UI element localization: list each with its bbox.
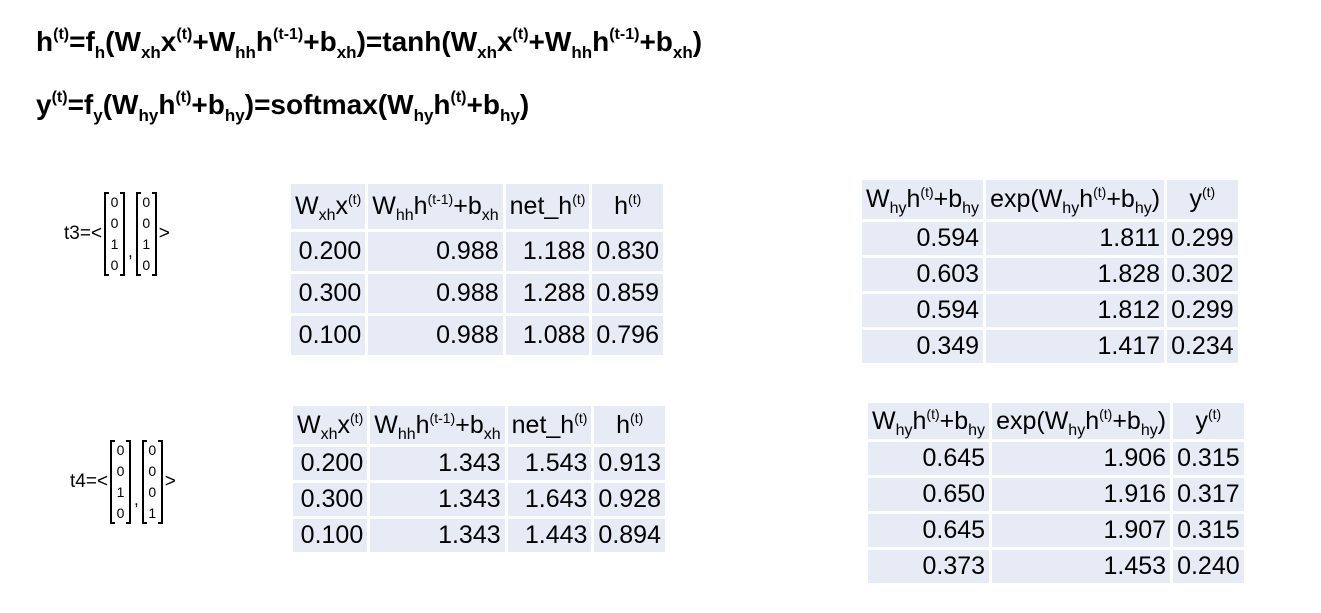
cell: 0.645 [868,514,990,547]
cell: 0.302 [1167,258,1238,291]
cell: 1.906 [992,442,1171,475]
header-h: h(t) [594,406,665,444]
cell: 0.315 [1173,514,1244,547]
header-exp: exp(Whyh(t)+bhy) [986,180,1165,219]
cell: 1.088 [505,316,590,355]
cell: 0.645 [868,442,990,475]
cell: 1.643 [507,483,592,516]
table-row: 0.300 0.988 1.288 0.859 [291,274,663,313]
cell: 1.343 [370,447,505,480]
cell: 1.343 [370,519,505,552]
cell: 0.373 [868,550,990,583]
table-row: 0.594 1.811 0.299 [862,222,1238,255]
cell: 0.315 [1173,442,1244,475]
table-header-row: Wxhx(t) Whhh(t-1)+bxh net_h(t) h(t) [293,406,665,444]
header-y: y(t) [1173,403,1244,439]
header-why: Whyh(t)+bhy [868,403,990,439]
cell: 1.812 [986,294,1165,327]
header-wx: Wxhx(t) [293,406,368,444]
cell: 0.988 [368,274,503,313]
header-y: y(t) [1167,180,1238,219]
header-why: Whyh(t)+bhy [862,180,984,219]
cell: 0.300 [291,274,366,313]
table-row: 0.200 0.988 1.188 0.830 [291,232,663,271]
equation-hidden-state: h(t)=fh(Wxhx(t)+Whhh(t-1)+bxh)=tanh(Wxhx… [36,26,703,62]
cell: 0.796 [592,316,663,355]
cell: 1.417 [986,330,1165,363]
cell: 1.188 [505,232,590,271]
cell: 1.811 [986,222,1165,255]
header-wx: Wxhx(t) [291,184,366,229]
table-header-row: Whyh(t)+bhy exp(Whyh(t)+bhy) y(t) [868,403,1244,439]
table-row: 0.645 1.907 0.315 [868,514,1244,547]
t3-output-table: Whyh(t)+bhy exp(Whyh(t)+bhy) y(t) 0.594 … [859,177,1241,366]
cell: 1.543 [507,447,592,480]
cell: 0.200 [291,232,366,271]
header-wh: Whhh(t-1)+bxh [368,184,503,229]
table-row: 0.100 1.343 1.443 0.894 [293,519,665,552]
cell: 0.988 [368,316,503,355]
t4-hidden-table: Wxhx(t) Whhh(t-1)+bxh net_h(t) h(t) 0.20… [290,403,668,555]
cell: 0.100 [291,316,366,355]
cell: 0.594 [862,222,984,255]
table-row: 0.100 0.988 1.088 0.796 [291,316,663,355]
cell: 0.200 [293,447,368,480]
table-row: 0.200 1.343 1.543 0.913 [293,447,665,480]
header-exp: exp(Whyh(t)+bhy) [992,403,1171,439]
cell: 1.907 [992,514,1171,547]
header-net: net_h(t) [507,406,592,444]
header-wh: Whhh(t-1)+bxh [370,406,505,444]
cell: 0.594 [862,294,984,327]
cell: 0.928 [594,483,665,516]
cell: 1.443 [507,519,592,552]
t4-output-table: Whyh(t)+bhy exp(Whyh(t)+bhy) y(t) 0.645 … [865,400,1247,586]
table-row: 0.594 1.812 0.299 [862,294,1238,327]
table-row: 0.373 1.453 0.240 [868,550,1244,583]
cell: 0.859 [592,274,663,313]
cell: 0.300 [293,483,368,516]
cell: 0.299 [1167,294,1238,327]
cell: 0.988 [368,232,503,271]
table-row: 0.349 1.417 0.234 [862,330,1238,363]
cell: 1.343 [370,483,505,516]
t3-hidden-table: Wxhx(t) Whhh(t-1)+bxh net_h(t) h(t) 0.20… [288,181,666,358]
cell: 0.240 [1173,550,1244,583]
cell: 0.830 [592,232,663,271]
cell: 1.288 [505,274,590,313]
cell: 0.100 [293,519,368,552]
table-header-row: Whyh(t)+bhy exp(Whyh(t)+bhy) y(t) [862,180,1238,219]
cell: 0.913 [594,447,665,480]
table-row: 0.645 1.906 0.315 [868,442,1244,475]
cell: 0.317 [1173,478,1244,511]
cell: 0.603 [862,258,984,291]
cell: 0.894 [594,519,665,552]
equation-output: y(t)=fy(Whyh(t)+bhy)=softmax(Whyh(t)+bhy… [36,89,530,125]
header-net: net_h(t) [505,184,590,229]
table-row: 0.650 1.916 0.317 [868,478,1244,511]
cell: 1.916 [992,478,1171,511]
table-row: 0.603 1.828 0.302 [862,258,1238,291]
header-h: h(t) [592,184,663,229]
table-header-row: Wxhx(t) Whhh(t-1)+bxh net_h(t) h(t) [291,184,663,229]
cell: 0.234 [1167,330,1238,363]
table-row: 0.300 1.343 1.643 0.928 [293,483,665,516]
cell: 1.453 [992,550,1171,583]
cell: 0.349 [862,330,984,363]
cell: 0.299 [1167,222,1238,255]
cell: 0.650 [868,478,990,511]
cell: 1.828 [986,258,1165,291]
